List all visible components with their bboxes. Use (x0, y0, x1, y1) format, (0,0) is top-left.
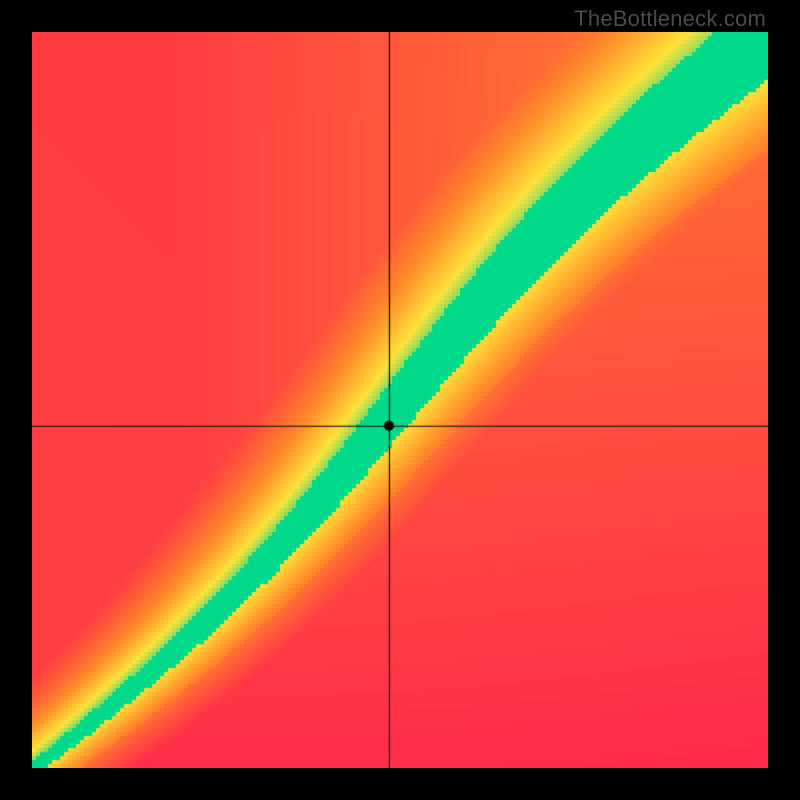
chart-container: TheBottleneck.com (0, 0, 800, 800)
heatmap-canvas (32, 32, 768, 768)
watermark-text: TheBottleneck.com (574, 6, 766, 32)
